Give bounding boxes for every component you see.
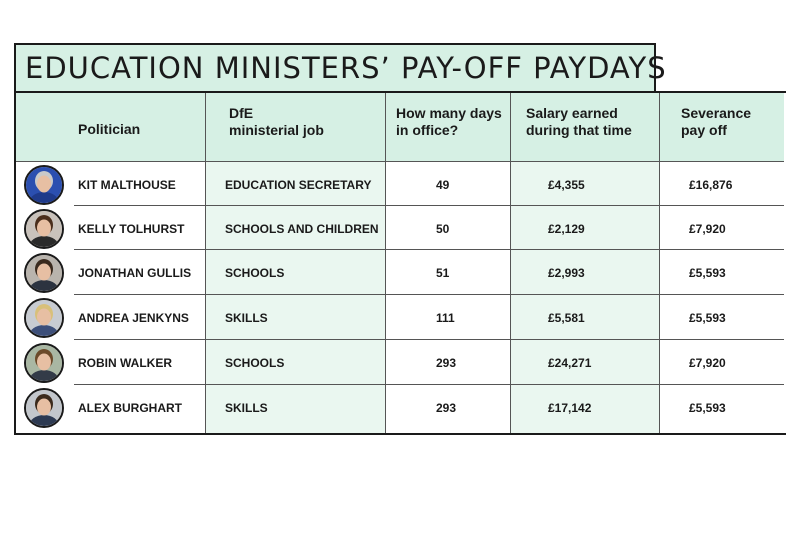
cell-salary: £5,581 [548,311,585,325]
row-divider [74,384,784,385]
avatar [24,343,64,383]
portrait-icon [26,167,62,203]
column-divider [205,93,206,433]
cell-politician: ALEX BURGHART [78,401,182,415]
cell-job: SCHOOLS [225,356,285,370]
portrait-icon [26,211,62,247]
cell-politician: KELLY TOLHURST [78,222,185,236]
row-divider [74,339,784,340]
cell-days: 49 [436,178,450,192]
page-title: EDUCATION MINISTERS’ PAY-OFF PAYDAYS [25,51,667,85]
cell-severance: £16,876 [689,178,733,192]
cell-politician: JONATHAN GULLIS [78,266,192,280]
header-salary: Salary earned during that time [526,105,632,138]
pay-off-table: Politician DfE ministerial job How many … [14,91,788,435]
header-row [16,93,784,161]
cell-days: 50 [436,222,450,236]
row-divider [16,161,784,162]
cell-days: 293 [436,401,457,415]
avatar [24,388,64,428]
portrait-icon [26,390,62,426]
cell-severance: £5,593 [689,401,726,415]
avatar [24,209,64,249]
avatar [24,253,64,293]
avatar [24,165,64,205]
header-politician: Politician [78,121,141,137]
cell-job: SCHOOLS AND CHILDREN [225,222,379,236]
cell-salary: £2,129 [548,222,585,236]
title-banner: EDUCATION MINISTERS’ PAY-OFF PAYDAYS [14,43,666,91]
cell-politician: ANDREA JENKYNS [78,311,189,325]
column-divider [510,93,511,433]
row-divider [74,205,784,206]
cell-severance: £7,920 [689,222,726,236]
cell-job: EDUCATION SECRETARY [225,178,372,192]
avatar [24,298,64,338]
cell-severance: £7,920 [689,356,726,370]
cell-severance: £5,593 [689,311,726,325]
cell-days: 293 [436,356,457,370]
header-days: How many days in office? [396,105,502,138]
cell-politician: ROBIN WALKER [78,356,172,370]
cell-job: SCHOOLS [225,266,285,280]
cell-severance: £5,593 [689,266,726,280]
cell-salary: £4,355 [548,178,585,192]
row-divider [74,294,784,295]
column-divider [385,93,386,433]
header-job: DfE ministerial job [229,105,324,138]
portrait-icon [26,345,62,381]
header-severance: Severance pay off [681,105,752,138]
column-divider [659,93,660,433]
cell-days: 111 [436,311,455,325]
portrait-icon [26,300,62,336]
cell-salary: £2,993 [548,266,585,280]
cell-salary: £24,271 [548,356,592,370]
cell-salary: £17,142 [548,401,592,415]
cell-politician: KIT MALTHOUSE [78,178,176,192]
cell-days: 51 [436,266,450,280]
row-divider [74,249,784,250]
portrait-icon [26,255,62,291]
cell-job: SKILLS [225,311,268,325]
cell-job: SKILLS [225,401,268,415]
